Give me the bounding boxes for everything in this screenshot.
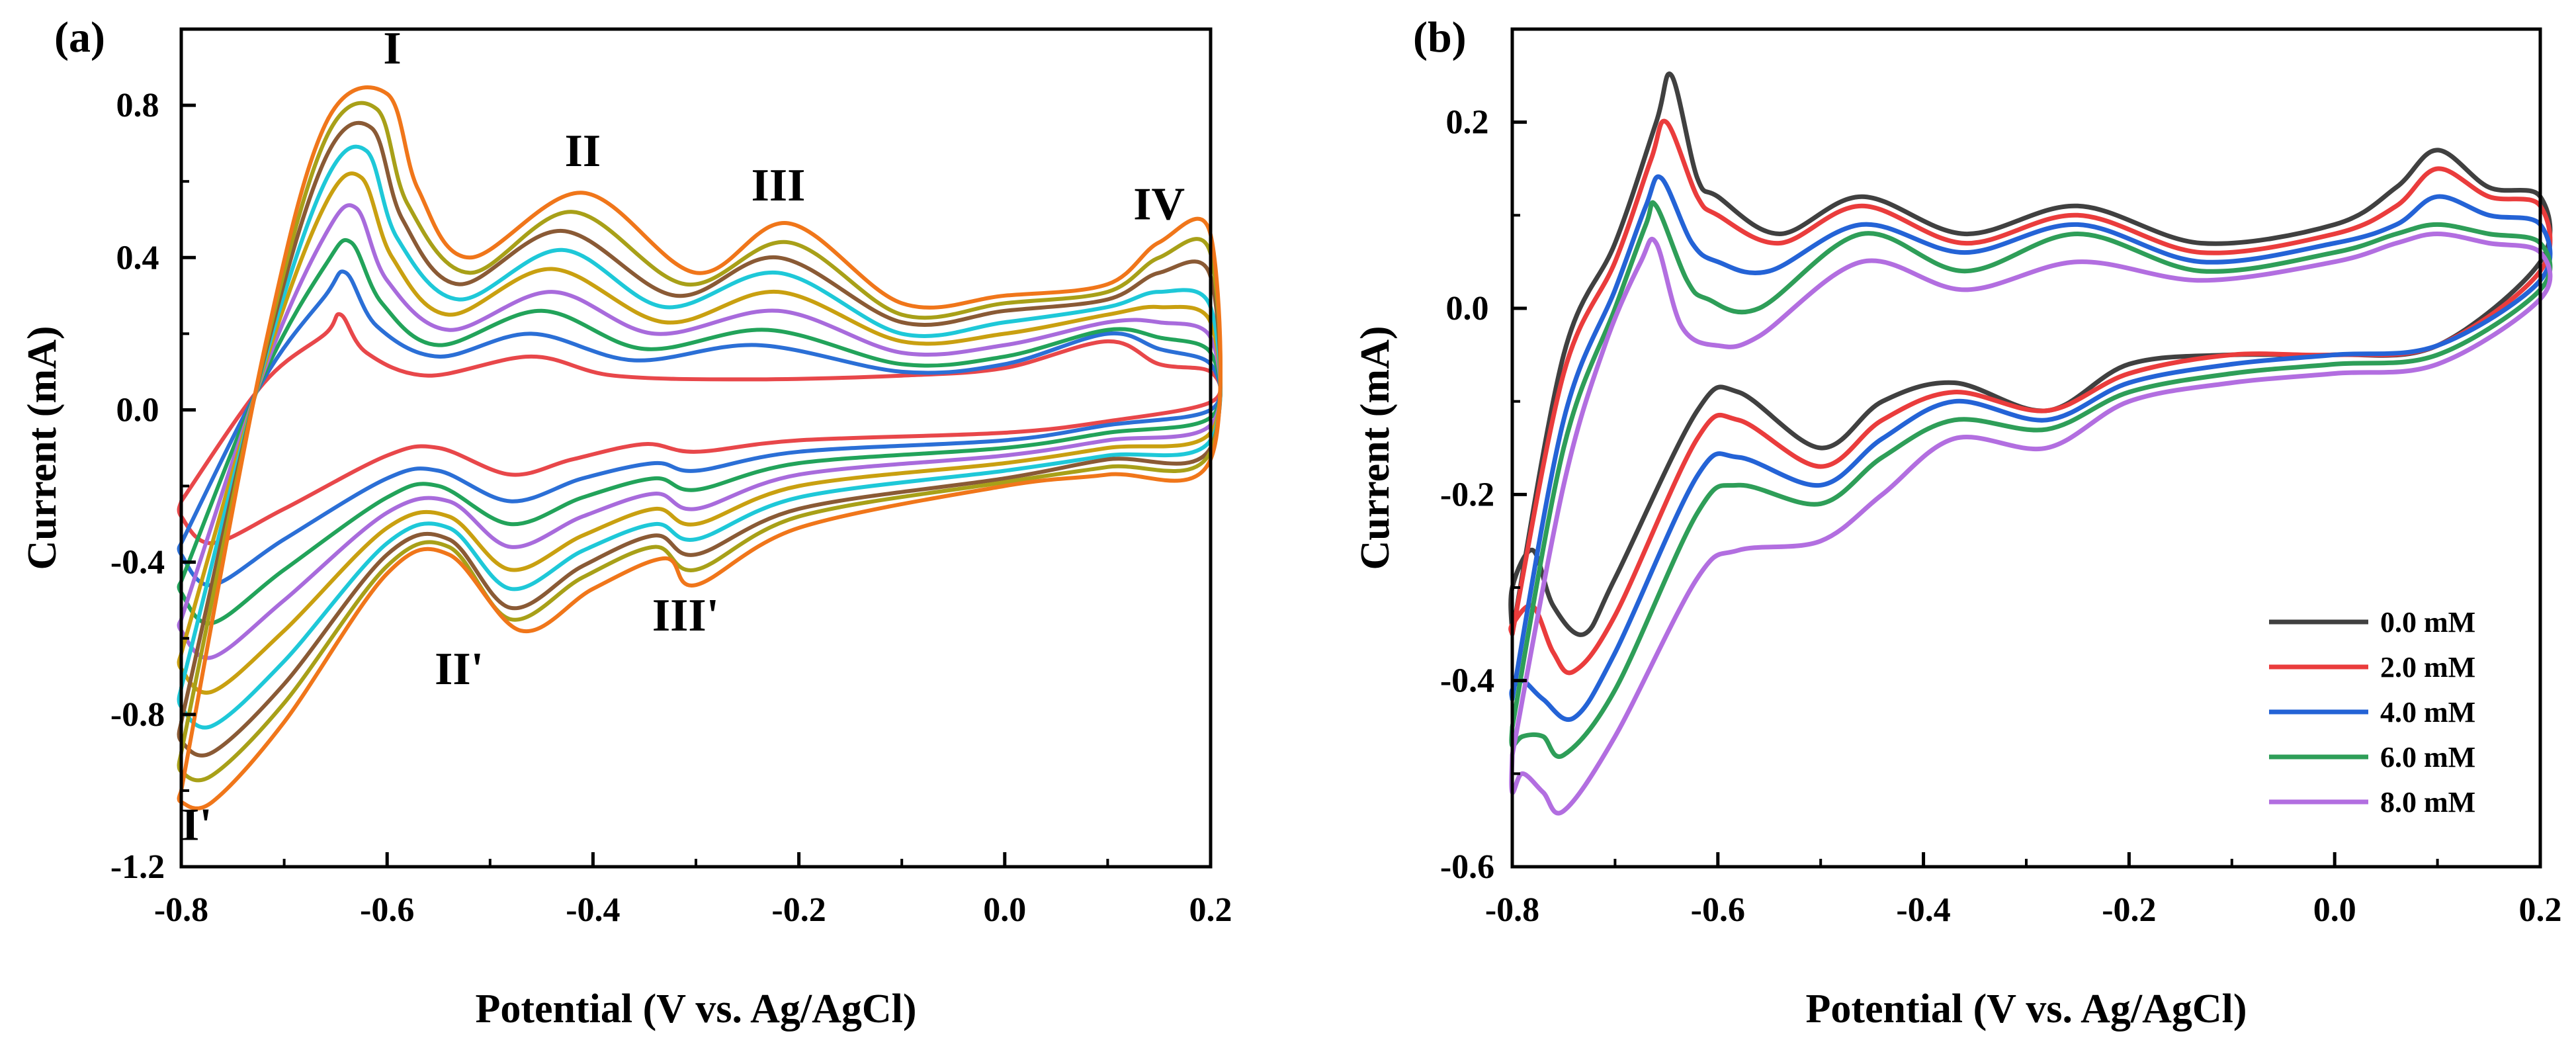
- panel-a-peak-label: II': [435, 644, 484, 695]
- panel-a-label: (a): [54, 13, 105, 62]
- panel-b-y-tick-label: 0.2: [1446, 104, 1489, 142]
- legend-label-2: 2.0 mM: [2380, 651, 2475, 683]
- panel-b-ticks: -0.8 -0.6 -0.4 -0.2 0.0 0.2 -0.6 -0.4 -0.2 0.0 0.2: [1440, 104, 2562, 929]
- panel-b-x-tick-label: -0.8: [1485, 891, 1539, 929]
- panel-a-series-7-line: [177, 120, 1223, 758]
- panel-a-series-6-line: [177, 144, 1223, 730]
- panel-b-x-tick-label: -0.4: [1896, 891, 1950, 929]
- legend-label-3: 4.0 mM: [2380, 696, 2475, 728]
- panel-a-x-tick-label: 0.0: [983, 891, 1026, 929]
- legend-label-4: 6.0 mM: [2380, 741, 2475, 773]
- panel-b-x-tick-label: -0.2: [2102, 891, 2156, 929]
- panel-b-x-tick-label: -0.6: [1691, 891, 1745, 929]
- panel-a-x-tick-label: -0.6: [360, 891, 414, 929]
- panel-a-peak-label: I: [383, 23, 401, 74]
- panel-a-y-tick-label: 0.0: [116, 391, 159, 429]
- panel-a-x-axis-title: Potential (V vs. Ag/AgCl): [475, 986, 916, 1031]
- panel-a-y-axis-title: Current (mA): [20, 326, 65, 570]
- panel-a-x-tick-label: -0.2: [771, 891, 826, 929]
- panel-a-y-tick-label: -0.4: [110, 544, 165, 582]
- panel-b-y-axis-title: Current (mA): [1353, 326, 1398, 570]
- panel-a-y-tick-label: 0.8: [116, 87, 159, 124]
- panel-a-peak-label: II: [565, 126, 601, 177]
- panel-a-x-tick-label: -0.8: [154, 891, 208, 929]
- panel-a-y-tick-label: -0.8: [110, 696, 165, 734]
- panel-a-ticks: -0.8 -0.6 -0.4 -0.2 0.0 0.2 -1.2 -0.8 -0.4 0.0 0.4…: [110, 87, 1232, 929]
- panel-b-x-tick-label: 0.2: [2519, 891, 2562, 929]
- panel-b-x-tick-label: 0.0: [2313, 891, 2356, 929]
- panel-b-label: (b): [1413, 13, 1467, 62]
- panel-b-legend: 0.0 mM 2.0 mM 4.0 mM 6.0 mM 8.0 mM: [2269, 606, 2475, 818]
- panel-a-y-tick-label: 0.4: [116, 239, 159, 277]
- panel-a-series-group: [177, 85, 1223, 811]
- panel-b-x-axis-title: Potential (V vs. Ag/AgCl): [1805, 986, 2247, 1031]
- panel-b-y-tick-label: -0.6: [1440, 848, 1494, 886]
- panel-a-y-tick-label: -1.2: [110, 848, 165, 886]
- panel-a-series-9-line: [177, 85, 1223, 811]
- panel-a-x-tick-label: 0.2: [1189, 891, 1232, 929]
- panel-b-y-tick-label: -0.4: [1440, 662, 1494, 700]
- panel-a-chart: (a) -0.8 -0.6 -0.4 -0.2 0.0 0.2 -1.2 -0.8 -0.4 0.…: [20, 13, 1232, 1031]
- panel-a-peak-label: III': [652, 590, 719, 641]
- panel-b-y-tick-label: -0.2: [1440, 476, 1494, 513]
- panel-a-peak-label: IV: [1133, 179, 1185, 230]
- panel-b-chart: (b) -0.8 -0.6 -0.4 -0.2 0.0 0.2 -0.6 -0.4 -0.2 0.…: [1353, 13, 2561, 1031]
- panel-a-peak-label: I': [181, 800, 212, 851]
- legend-label-1: 0.0 mM: [2380, 606, 2475, 638]
- legend-label-5: 8.0 mM: [2380, 786, 2475, 818]
- panel-a-series-8-line: [177, 101, 1223, 783]
- panel-a-x-tick-label: -0.4: [566, 891, 620, 929]
- panel-a-peak-label: III: [751, 160, 806, 211]
- panel-a-series-2-line: [177, 269, 1223, 588]
- panel-b-y-tick-label: 0.0: [1446, 290, 1489, 328]
